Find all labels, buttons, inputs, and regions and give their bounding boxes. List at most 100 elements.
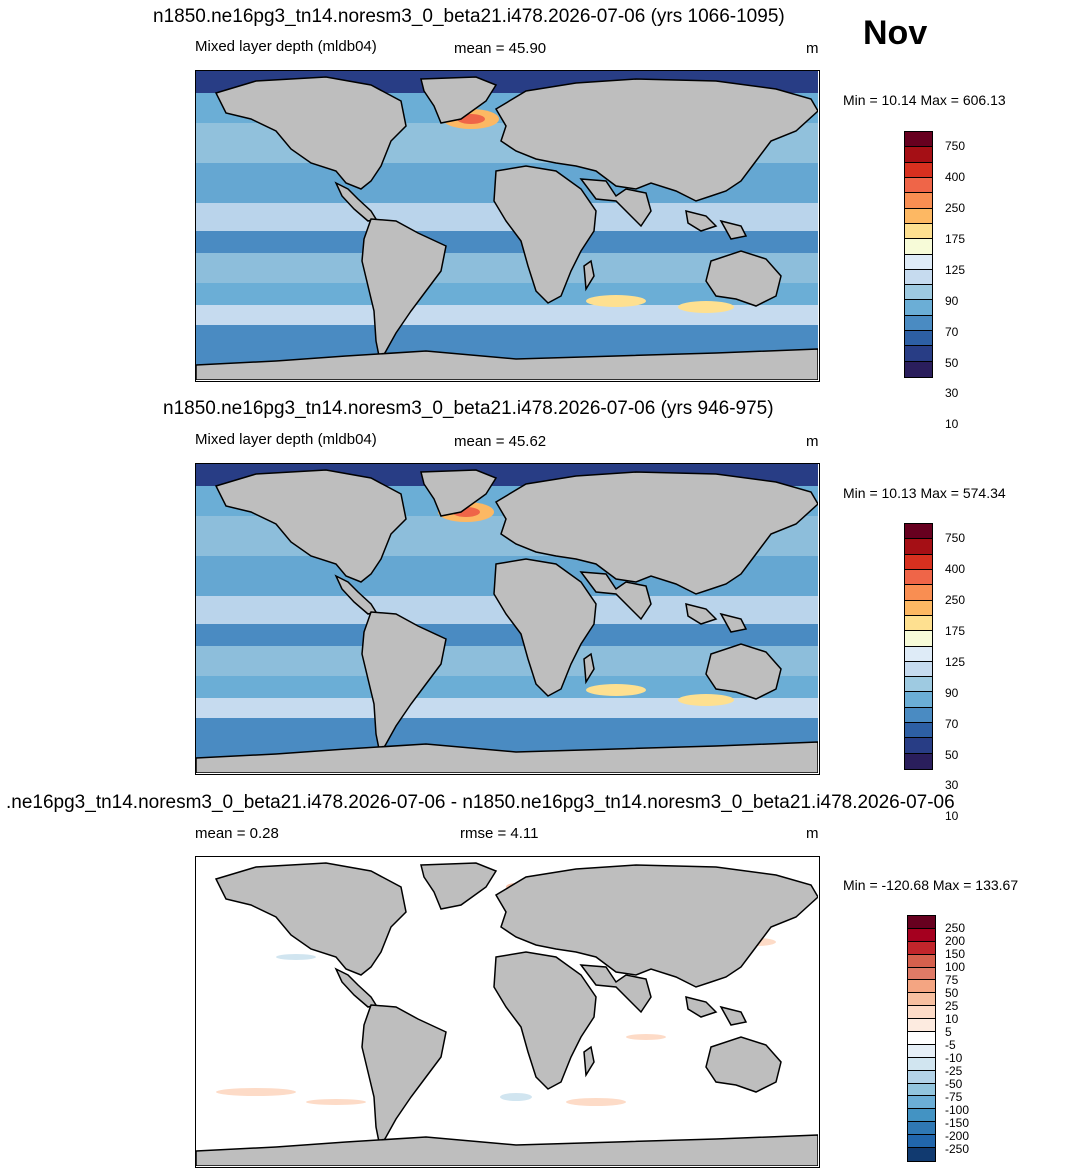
colorbar-swatch	[908, 941, 935, 955]
colorbar-swatch	[905, 285, 932, 301]
panel2-map	[195, 463, 820, 775]
colorbar-swatch	[905, 692, 932, 708]
colorbar-label: -250	[945, 1142, 970, 1156]
panel3-map-svg	[196, 857, 819, 1167]
colorbar-label: 5	[945, 1025, 952, 1039]
colorbar-swatch	[908, 1057, 935, 1071]
colorbar-label: -25	[945, 1064, 963, 1078]
colorbar-swatch	[908, 1032, 935, 1045]
panel2-minmax: Min = 10.13 Max = 574.34	[843, 485, 1006, 501]
colorbar-swatch	[905, 177, 932, 194]
colorbar-label: 175	[945, 232, 966, 247]
colorbar-swatch	[908, 1083, 935, 1097]
colorbar-label: 250	[945, 921, 966, 935]
panel1-variable: Mixed layer depth (mldb04)	[195, 38, 377, 55]
colorbar-label: -10	[945, 1051, 963, 1065]
colorbar-swatch	[905, 554, 932, 570]
colorbar-swatch	[905, 615, 932, 632]
colorbar-swatch	[905, 539, 932, 555]
colorbar-label: -75	[945, 1090, 963, 1104]
colorbar-label: 750	[945, 139, 966, 154]
colorbar-label: 100	[945, 960, 966, 974]
panel3-colorbar-labels: 250 200 150 100 75 50 25 10 5 -5 -10 -25 -50 -75 -100-…	[945, 915, 1005, 1162]
colorbar-label: 25	[945, 999, 959, 1013]
colorbar-swatch	[905, 585, 932, 601]
colorbar-swatch	[905, 239, 932, 255]
colorbar-label: 10	[945, 1012, 959, 1026]
colorbar-swatch	[908, 1070, 935, 1084]
colorbar-label: 30	[945, 778, 959, 793]
panel2-colorbar-labels: 750 400 250 175 125 90 70 50 30 10	[945, 523, 1005, 823]
colorbar-swatch	[905, 361, 932, 377]
colorbar-swatch	[908, 954, 935, 968]
colorbar-swatch	[905, 132, 932, 148]
colorbar-swatch	[908, 1148, 935, 1161]
panel1-colorbar	[904, 131, 933, 378]
panel2-map-svg	[196, 464, 819, 774]
panel1-units: m	[806, 40, 819, 57]
colorbar-label: 175	[945, 624, 966, 639]
panel2-title: n1850.ne16pg3_tn14.noresm3_0_beta21.i478…	[163, 398, 774, 419]
panel1-colorbar-labels: 750 400 250 175 125 90 70 50 30 10	[945, 131, 1005, 431]
colorbar-swatch	[905, 661, 932, 678]
colorbar-label: 10	[945, 417, 959, 432]
colorbar-swatch	[908, 916, 935, 929]
colorbar-label: 125	[945, 262, 966, 277]
panel1-title: n1850.ne16pg3_tn14.noresm3_0_beta21.i478…	[153, 6, 785, 27]
panel3-colorbar	[907, 915, 936, 1162]
colorbar-label: 70	[945, 324, 959, 339]
colorbar-swatch	[905, 646, 932, 662]
panel2-variable: Mixed layer depth (mldb04)	[195, 431, 377, 448]
panel3-units: m	[806, 825, 819, 842]
colorbar-swatch	[905, 162, 932, 178]
colorbar-label: 90	[945, 293, 959, 308]
colorbar-label: 400	[945, 170, 966, 185]
colorbar-swatch	[905, 346, 932, 362]
colorbar-swatch	[908, 1019, 935, 1033]
colorbar-swatch	[905, 677, 932, 693]
colorbar-label: 10	[945, 809, 959, 824]
colorbar-swatch	[908, 1135, 935, 1149]
panel2-colorbar	[904, 523, 933, 770]
panel3-mean: mean = 0.28	[195, 825, 279, 842]
colorbar-swatch	[905, 600, 932, 616]
colorbar-label: 400	[945, 562, 966, 577]
colorbar-label: 75	[945, 973, 959, 987]
colorbar-label: 30	[945, 386, 959, 401]
colorbar-swatch	[905, 300, 932, 316]
colorbar-label: -150	[945, 1116, 970, 1130]
colorbar-swatch	[905, 738, 932, 754]
panel3-title: .ne16pg3_tn14.noresm3_0_beta21.i478.2026…	[6, 792, 955, 813]
colorbar-swatch	[905, 707, 932, 724]
colorbar-swatch	[905, 147, 932, 163]
colorbar-swatch	[905, 223, 932, 240]
colorbar-label: 90	[945, 685, 959, 700]
colorbar-swatch	[908, 1044, 935, 1058]
colorbar-swatch	[908, 928, 935, 942]
colorbar-label: 50	[945, 986, 959, 1000]
month-label: Nov	[863, 14, 928, 52]
colorbar-label: 750	[945, 531, 966, 546]
panel2-units: m	[806, 433, 819, 450]
colorbar-swatch	[908, 1109, 935, 1123]
colorbar-label: 125	[945, 654, 966, 669]
colorbar-swatch	[905, 723, 932, 739]
colorbar-swatch	[905, 569, 932, 586]
panel1-mean: mean = 45.90	[454, 40, 547, 57]
panel2-mean: mean = 45.62	[454, 433, 547, 450]
colorbar-swatch	[905, 753, 932, 769]
colorbar-swatch	[908, 1122, 935, 1136]
panel1-minmax: Min = 10.14 Max = 606.13	[843, 92, 1006, 108]
colorbar-swatch	[908, 967, 935, 981]
colorbar-label: 200	[945, 934, 966, 948]
colorbar-label: 50	[945, 747, 959, 762]
colorbar-swatch	[905, 269, 932, 286]
panel3-rmse: rmse = 4.11	[460, 825, 539, 842]
colorbar-label: -50	[945, 1077, 963, 1091]
colorbar-label: -200	[945, 1129, 970, 1143]
colorbar-label: 70	[945, 716, 959, 731]
colorbar-label: 50	[945, 355, 959, 370]
panel1-map-svg	[196, 71, 819, 381]
colorbar-swatch	[905, 315, 932, 332]
panel1-map	[195, 70, 820, 382]
